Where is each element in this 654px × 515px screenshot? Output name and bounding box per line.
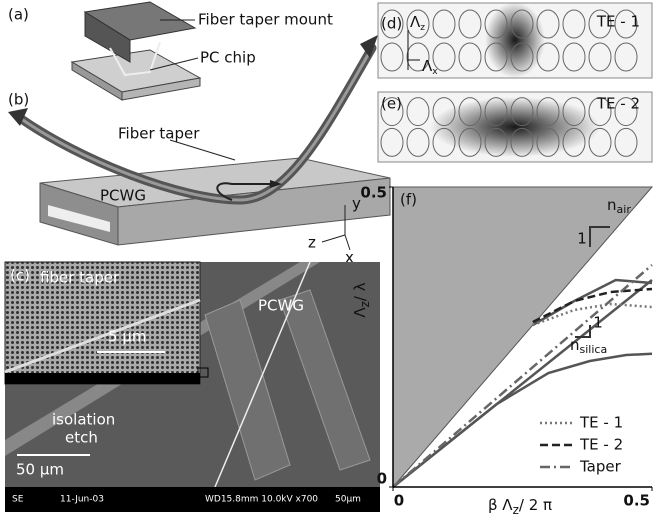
panel-b: (b) Fiber taper PCWG y z x [8, 35, 390, 267]
annotation: etch [65, 429, 98, 447]
page: (a) Fiber taper mount PC chip (b) Fiber … [0, 0, 654, 515]
panel-label: (f) [400, 191, 417, 209]
index-n: n [570, 336, 580, 354]
panel-label: (a) [8, 6, 29, 24]
slope-label: 1 [577, 230, 587, 248]
panel-c: (c) fiber taper 5 μm PCWG isolation etch… [5, 262, 380, 512]
index-n: n [607, 196, 617, 214]
axis [322, 235, 345, 242]
legend-label: TE - 2 [579, 436, 623, 454]
footer-text: 11-Jun-03 [60, 495, 104, 505]
title-part: β Λ [488, 496, 513, 514]
index-sub: silica [580, 343, 608, 356]
footer-text: 50μm [335, 495, 361, 505]
lattice-sub: x [432, 67, 438, 77]
panel-label: (e) [381, 95, 402, 113]
x-tick-label: 0 [394, 492, 404, 510]
annotation: PCWG [100, 187, 146, 205]
legend-label: TE - 1 [579, 414, 623, 432]
axis-label: z [308, 234, 316, 252]
mode-label: TE - 1 [596, 13, 640, 31]
figure: (a) Fiber taper mount PC chip (b) Fiber … [0, 0, 654, 515]
scale-label: 5 μm [108, 328, 146, 346]
annotation: PCWG [258, 297, 304, 315]
slope-label: 1 [593, 314, 603, 332]
mode-field [430, 97, 600, 157]
y-tick-label: 0 [377, 470, 387, 488]
x-axis-title: β Λz/ 2 π [488, 496, 552, 515]
inset-footer [5, 373, 200, 384]
annotation: Fiber taper [118, 125, 200, 143]
title-part: / 2 π [519, 496, 552, 514]
panel-a: (a) Fiber taper mount PC chip [8, 2, 333, 100]
panel-label: (d) [381, 15, 402, 33]
y-axis-title: Λz/ λ [351, 282, 372, 317]
legend-label: Taper [579, 458, 622, 476]
index-sub: air [617, 203, 632, 216]
annotation: isolation [52, 411, 115, 429]
scale-label: 50 μm [16, 461, 64, 479]
leader [170, 140, 235, 160]
footer-text: SE [12, 495, 24, 505]
annotation: PC chip [200, 49, 256, 67]
title-part: / λ [351, 282, 369, 301]
panel-label: (c) [10, 267, 30, 285]
lattice-sub: z [420, 23, 425, 33]
panel-label: (b) [8, 91, 29, 109]
footer-text: WD15.8mm 10.0kV x700 [205, 495, 318, 505]
annotation: Fiber taper mount [198, 11, 333, 29]
y-tick-label: 0.5 [360, 184, 387, 202]
annotation: fiber taper [40, 269, 120, 287]
index-label: nsilica [570, 336, 607, 357]
mode-label: TE - 2 [596, 95, 640, 113]
x-tick-label: 0.5 [623, 492, 650, 510]
